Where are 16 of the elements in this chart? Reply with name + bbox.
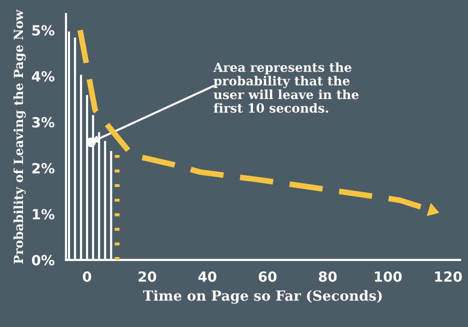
x-tick-label: 100 [374, 271, 402, 282]
x-tick-label: 80 [318, 271, 337, 282]
annotation: Area represents the probability that the user will leave in the first 10 seconds. [213, 62, 359, 113]
y-tick-label: 0% [32, 254, 54, 266]
x-tick-label: 40 [198, 271, 216, 282]
x-tick-label: 120 [435, 271, 462, 282]
y-axis-title: Probability of Leaving the Page Now [13, 9, 26, 264]
x-tick-label: 0 [82, 271, 92, 282]
y-tick-label: 3% [32, 117, 54, 128]
x-tick-label: 20 [138, 271, 156, 282]
x-axis-title: Time on Page so Far (Seconds) [143, 290, 382, 304]
y-tick-label: 4% [32, 71, 54, 82]
y-tick-label: 1% [32, 208, 54, 220]
y-tick-label: 2% [32, 163, 54, 174]
y-tick-label: 5% [32, 25, 54, 36]
x-tick-label: 60 [258, 271, 277, 282]
